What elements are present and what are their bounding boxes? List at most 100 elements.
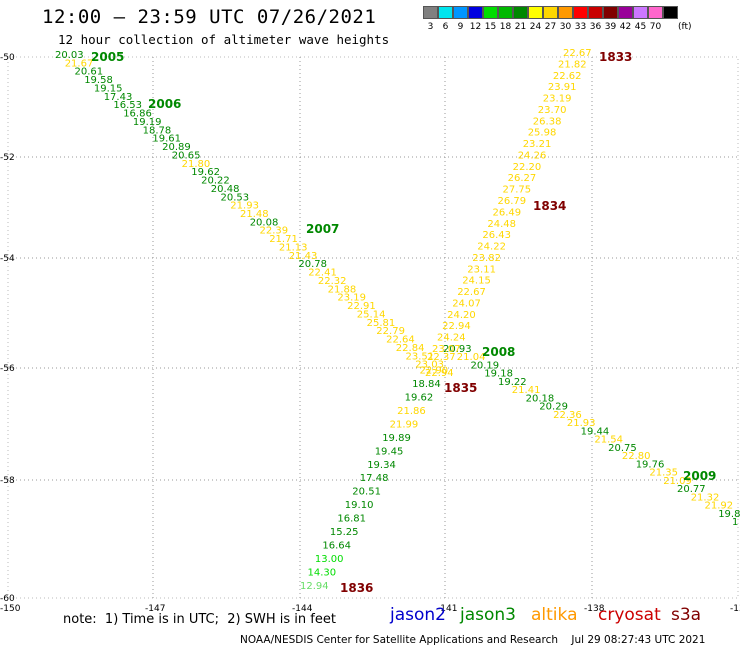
swh-value: 26.27: [508, 173, 537, 184]
time-label: 2009: [683, 469, 716, 483]
scale-label: 33: [574, 22, 587, 32]
swh-value: 16.53: [113, 100, 142, 111]
page-title: 12:00 – 23:59 UTC 07/26/2021: [42, 6, 377, 28]
swh-value: 19.62: [405, 392, 434, 403]
swh-value: 1: [732, 517, 738, 528]
latitude-labels: -50 -52 -54 -56 -58 -60: [0, 53, 15, 604]
swh-value: 20.89: [162, 142, 191, 153]
scale-swatch: [603, 6, 618, 19]
time-label: 1834: [533, 199, 566, 213]
scale-label: 36: [589, 22, 602, 32]
swh-value: 25.81: [367, 318, 396, 329]
scale-swatch: [663, 6, 678, 19]
swh-value: 17.48: [360, 473, 389, 484]
swh-value: 21.09: [663, 476, 692, 487]
swh-value: 22.67: [457, 287, 486, 298]
scale-swatch: [453, 6, 468, 19]
swh-value: 14.30: [308, 568, 337, 579]
scale-bin: 33: [573, 6, 588, 32]
swh-value: 13.00: [315, 554, 344, 565]
swh-value: 23.19: [337, 293, 366, 304]
swh-value: 17.43: [104, 92, 133, 103]
color-scale-legend: 3 6 9 12 15 18 21 24 27 30 33 36 39 42 45 70: [423, 6, 678, 32]
swh-value: 16.86: [123, 109, 152, 120]
swh-value: 23.91: [548, 82, 577, 93]
time-labels: 2005 2006 2007 2008 2009 1833 1834 1835 1836: [91, 50, 716, 595]
swh-value: 22.32: [318, 276, 347, 287]
scale-swatch: [468, 6, 483, 19]
swh-value: 16.64: [322, 541, 351, 552]
swh-value: 21.54: [594, 435, 623, 446]
swh-value: 20.08: [250, 217, 279, 228]
swh-value: 20.51: [352, 487, 381, 498]
swh-value: 22.20: [513, 162, 542, 173]
scale-bin: 24: [528, 6, 543, 32]
swh-value: 20.03: [55, 50, 84, 61]
swh-value: 21.41: [512, 385, 541, 396]
swh-value: 24.24: [437, 333, 466, 344]
legend-jason2: jason2: [390, 605, 446, 625]
lat-tick-label: -54: [0, 254, 15, 264]
swh-value: 24.07: [452, 299, 481, 310]
legend-jason3: jason3: [460, 605, 516, 625]
swh-value: 21.13: [279, 243, 308, 254]
swh-value: 23.19: [543, 94, 572, 105]
time-label: 1835: [444, 381, 477, 395]
swh-value: 27.75: [503, 185, 532, 196]
swh-value: 19.10: [345, 500, 374, 511]
scale-label: 30: [559, 22, 572, 32]
scale-label: 15: [484, 22, 497, 32]
scale-swatch: [558, 6, 573, 19]
credit-line: NOAA/NESDIS Center for Satellite Applica…: [240, 634, 706, 646]
swh-value: 23.03: [415, 360, 444, 371]
legend-s3a: s3a: [671, 605, 702, 625]
swh-value: 20.78: [298, 259, 327, 270]
swh-value: 23.70: [538, 105, 567, 116]
swh-value: 19.8: [718, 509, 740, 520]
swh-value: 21.82: [558, 59, 587, 70]
time-label: 1833: [599, 50, 632, 64]
lat-tick-label: -56: [0, 364, 15, 374]
swh-value: 25.14: [357, 309, 386, 320]
swh-value: 22.94: [442, 321, 471, 332]
scale-unit: (ft): [678, 22, 692, 32]
swh-value: 21.92: [705, 501, 734, 512]
swh-value: 23.21: [523, 139, 552, 150]
swh-value: 24.22: [477, 242, 506, 253]
swh-value: 18.84: [412, 379, 441, 390]
scale-bin: [663, 6, 678, 32]
swh-value: 22.90: [420, 366, 449, 377]
scale-swatch: [618, 6, 633, 19]
swh-value: 21.43: [289, 251, 318, 262]
time-label: 2006: [148, 97, 181, 111]
swh-value: 22.39: [260, 226, 289, 237]
lat-lon-grid: [7, 56, 739, 599]
swh-value: 20.22: [201, 176, 230, 187]
swh-value: 22.41: [308, 268, 337, 279]
scale-bin: 70: [648, 6, 663, 32]
swh-value: 22.36: [553, 410, 582, 421]
swh-value: 20.53: [221, 192, 250, 203]
lat-tick-label: -60: [0, 594, 15, 604]
scale-bin: 15: [483, 6, 498, 32]
swh-value: 18.78: [143, 125, 172, 136]
swh-value: 20.48: [211, 184, 240, 195]
lat-tick-label: -58: [0, 476, 15, 486]
swh-value: 25.98: [528, 128, 557, 139]
scale-label: 45: [634, 22, 647, 32]
swh-value: 21.86: [397, 406, 426, 417]
swh-value: 19.18: [484, 369, 513, 380]
scale-bin: 6: [438, 6, 453, 32]
swh-value: 26.49: [493, 207, 522, 218]
lat-tick-label: -52: [0, 153, 15, 163]
swh-value: 12.94: [300, 581, 329, 592]
swh-value: 19.62: [191, 167, 220, 178]
page-subtitle: 12 hour collection of altimeter wave hei…: [58, 32, 390, 47]
scale-swatch: [633, 6, 648, 19]
scale-swatch: [513, 6, 528, 19]
swh-value: 23.51: [406, 351, 435, 362]
scale-bin: 36: [588, 6, 603, 32]
swh-value: 21.04: [457, 352, 486, 363]
legend-cryosat: cryosat: [598, 605, 661, 625]
